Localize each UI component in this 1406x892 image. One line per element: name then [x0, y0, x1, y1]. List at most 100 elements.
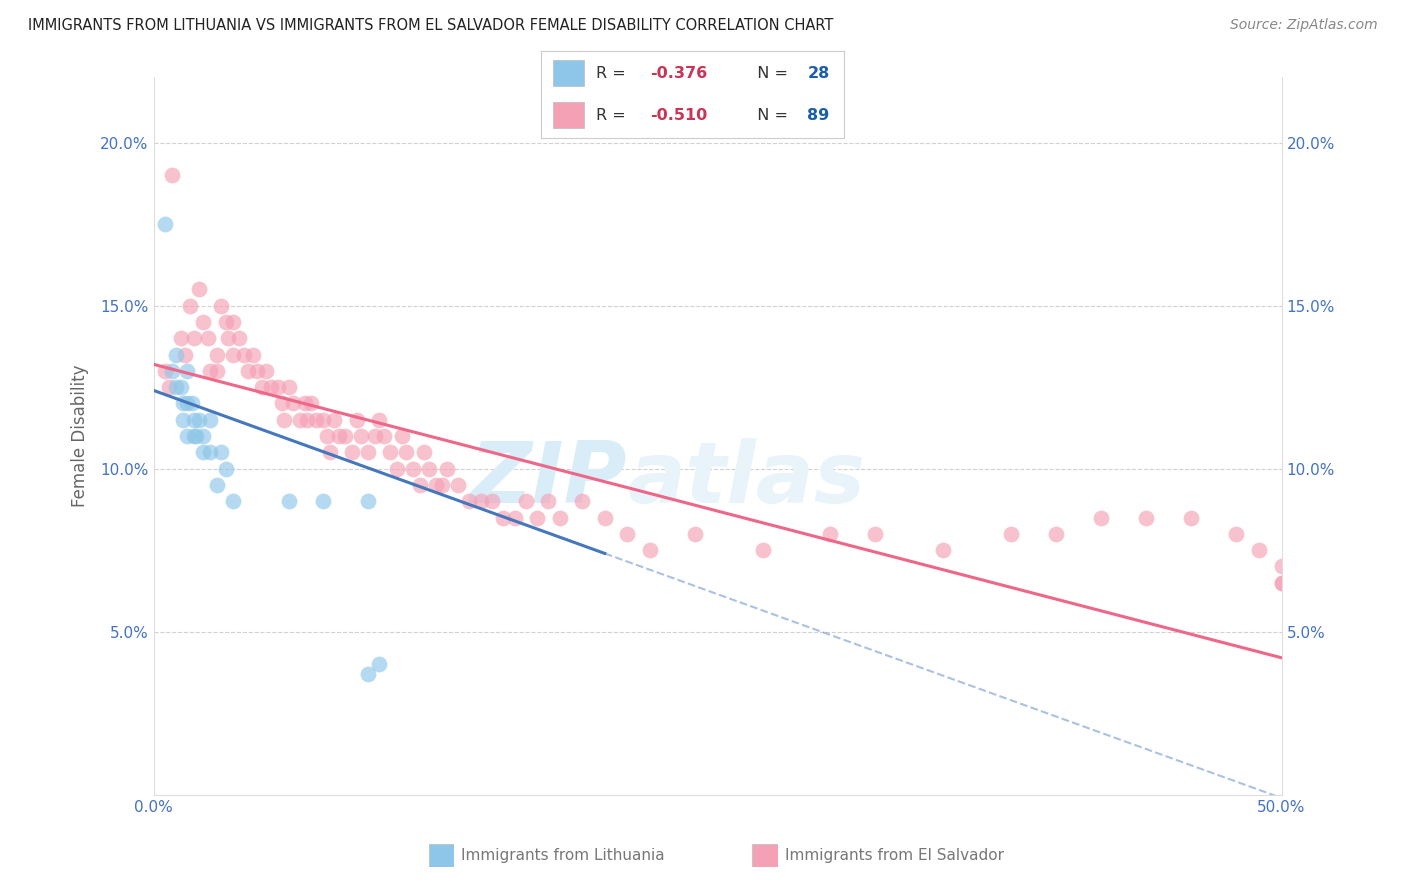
Text: atlas: atlas	[627, 438, 866, 521]
Point	[350, 429, 373, 443]
Point	[193, 315, 215, 329]
Point	[413, 445, 436, 459]
Point	[492, 510, 515, 524]
Point	[865, 527, 887, 541]
Point	[312, 494, 335, 508]
Point	[363, 429, 385, 443]
Point	[323, 413, 346, 427]
Point	[238, 364, 260, 378]
Point	[436, 461, 458, 475]
Point	[1045, 527, 1067, 541]
Point	[260, 380, 283, 394]
Point	[186, 429, 208, 443]
Point	[1270, 559, 1292, 574]
Point	[273, 413, 295, 427]
Point	[932, 543, 955, 558]
Point	[312, 413, 335, 427]
Point	[165, 347, 187, 361]
Point	[432, 478, 454, 492]
Bar	[554, 102, 583, 128]
Text: -0.376: -0.376	[650, 66, 707, 80]
Point	[215, 315, 238, 329]
Point	[357, 445, 380, 459]
Text: Immigrants from El Salvador: Immigrants from El Salvador	[785, 848, 1004, 863]
Point	[217, 331, 239, 345]
Point	[515, 494, 537, 508]
Point	[316, 429, 339, 443]
Point	[228, 331, 250, 345]
Point	[153, 364, 176, 378]
Point	[548, 510, 571, 524]
Point	[160, 364, 183, 378]
Point	[266, 380, 288, 394]
Point	[205, 364, 228, 378]
Point	[181, 396, 204, 410]
Point	[387, 461, 409, 475]
Point	[409, 478, 432, 492]
Point	[187, 282, 209, 296]
Point	[616, 527, 638, 541]
Point	[169, 331, 191, 345]
Point	[1270, 575, 1292, 590]
Point	[183, 331, 205, 345]
Point	[340, 445, 363, 459]
Point	[458, 494, 481, 508]
Point	[250, 380, 273, 394]
Point	[172, 413, 194, 427]
Point	[193, 445, 215, 459]
Text: ZIP: ZIP	[470, 438, 627, 521]
Point	[153, 217, 176, 231]
Point	[1090, 510, 1112, 524]
Point	[176, 396, 198, 410]
Point	[221, 347, 243, 361]
Text: IMMIGRANTS FROM LITHUANIA VS IMMIGRANTS FROM EL SALVADOR FEMALE DISABILITY CORRE: IMMIGRANTS FROM LITHUANIA VS IMMIGRANTS …	[28, 18, 834, 33]
Point	[205, 347, 228, 361]
Point	[357, 667, 380, 681]
Point	[470, 494, 492, 508]
Point	[176, 364, 198, 378]
Point	[368, 413, 391, 427]
Point	[172, 396, 194, 410]
Point	[402, 461, 425, 475]
Y-axis label: Female Disability: Female Disability	[72, 365, 89, 508]
Point	[425, 478, 447, 492]
Point	[318, 445, 340, 459]
Point	[271, 396, 294, 410]
Point	[751, 543, 773, 558]
Point	[157, 380, 180, 394]
Text: R =: R =	[596, 66, 631, 80]
Point	[526, 510, 548, 524]
Point	[638, 543, 661, 558]
Point	[295, 413, 318, 427]
Point	[418, 461, 440, 475]
Point	[187, 413, 209, 427]
Point	[571, 494, 593, 508]
Point	[232, 347, 254, 361]
Point	[160, 168, 183, 182]
Point	[395, 445, 418, 459]
Point	[380, 445, 402, 459]
Point	[215, 461, 238, 475]
Point	[1247, 543, 1270, 558]
Point	[169, 380, 191, 394]
Point	[373, 429, 395, 443]
Point	[221, 494, 243, 508]
Point	[1000, 527, 1022, 541]
Point	[198, 413, 221, 427]
Point	[357, 494, 380, 508]
Point	[197, 331, 219, 345]
Point	[1270, 575, 1292, 590]
Point	[593, 510, 616, 524]
Point	[165, 380, 187, 394]
Point	[301, 396, 323, 410]
Point	[183, 413, 205, 427]
Point	[254, 364, 277, 378]
Point	[179, 299, 201, 313]
Point	[537, 494, 560, 508]
Point	[305, 413, 328, 427]
Text: -0.510: -0.510	[650, 108, 707, 122]
Text: N =: N =	[747, 108, 793, 122]
Point	[278, 494, 301, 508]
Point	[198, 364, 221, 378]
Point	[1225, 527, 1247, 541]
